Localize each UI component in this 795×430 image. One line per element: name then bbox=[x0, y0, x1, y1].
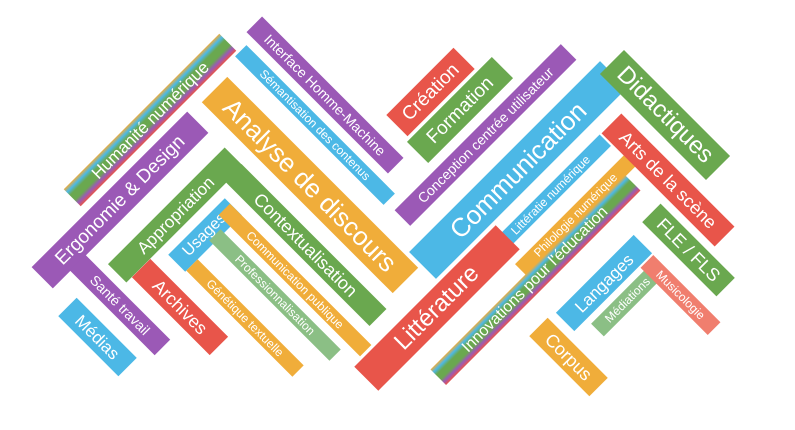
tag-corpus[interactable]: Corpus bbox=[528, 317, 608, 397]
